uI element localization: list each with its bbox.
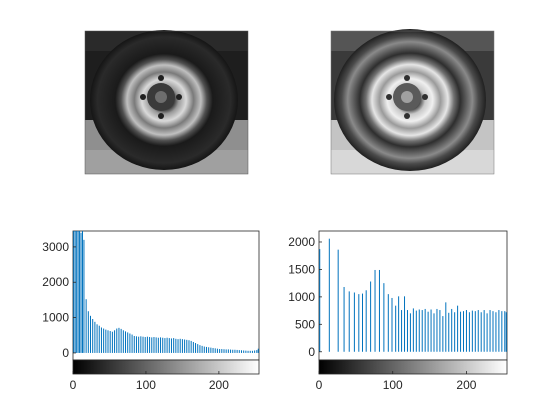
y-tick-label: 2000 <box>288 235 315 249</box>
x-tick-label: 100 <box>383 378 403 392</box>
histogram-original: 0 1000 2000 3000 0 100 200 <box>42 230 260 392</box>
bar-series <box>73 231 259 353</box>
y-axis: 0 500 1000 1500 2000 <box>288 235 322 359</box>
y-tick-label: 2000 <box>42 275 69 289</box>
histogram-equalized: 0 500 1000 1500 2000 0 100 200 <box>288 230 508 392</box>
x-tick-label: 100 <box>136 378 156 392</box>
y-tick-label: 1000 <box>42 311 69 325</box>
plot-area-frame <box>72 230 260 361</box>
y-tick-label: 500 <box>295 317 315 331</box>
original-tire-image <box>84 30 249 175</box>
equalized-tire-image <box>330 29 495 175</box>
y-tick-label: 1000 <box>288 290 315 304</box>
grayscale-colorbar <box>318 359 508 375</box>
y-tick-label: 0 <box>308 345 315 359</box>
x-tick-label: 200 <box>456 378 476 392</box>
x-axis: 0 100 200 <box>70 371 229 392</box>
bar-series <box>319 238 507 352</box>
x-tick-label: 0 <box>316 378 323 392</box>
grayscale-colorbar <box>72 359 260 375</box>
y-tick-label: 1500 <box>288 262 315 276</box>
y-tick-label: 0 <box>62 346 69 360</box>
y-axis: 0 1000 2000 3000 <box>42 240 76 360</box>
x-tick-label: 200 <box>209 378 229 392</box>
x-tick-label: 0 <box>70 378 77 392</box>
y-tick-label: 3000 <box>42 240 69 254</box>
x-axis: 0 100 200 <box>316 371 477 392</box>
